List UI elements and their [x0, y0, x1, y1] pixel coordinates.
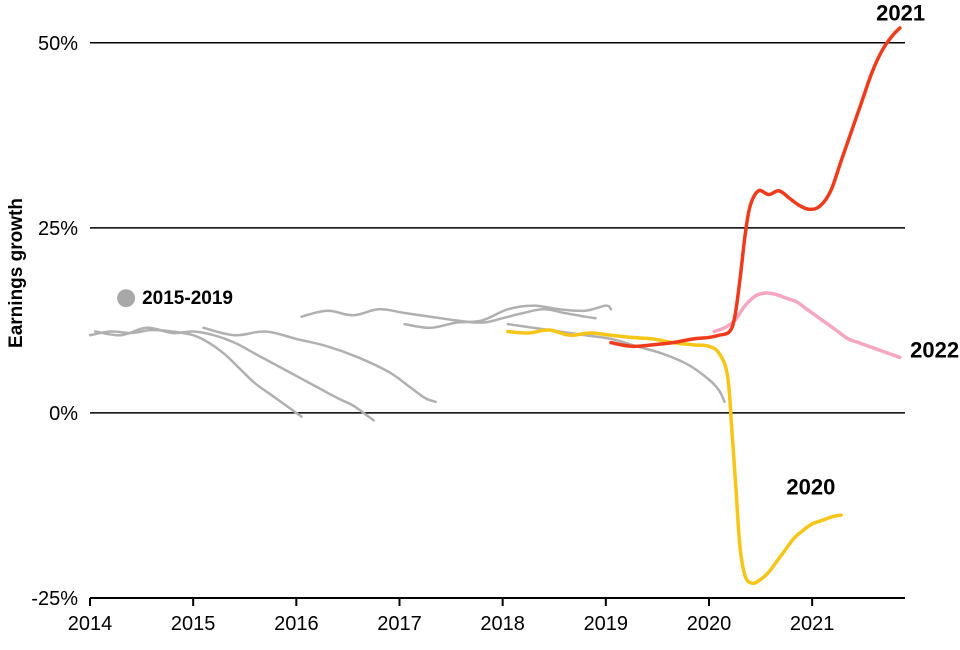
x-tick-label: 2014	[68, 613, 113, 635]
y-tick-label: 25%	[38, 218, 78, 240]
legend-label: 2015-2019	[142, 288, 233, 309]
chart-svg: 2014 2015 2016 2017 2018 2019 2020 2021 -25% 0% 25…	[0, 0, 960, 650]
x-tick-label: 2020	[687, 613, 732, 635]
series-label-2020: 2020	[786, 474, 835, 499]
y-tick-label: 50%	[38, 33, 78, 55]
y-tick-label: -25%	[31, 588, 78, 610]
series-label-2022: 2022	[910, 337, 959, 362]
x-tick-label: 2016	[274, 613, 319, 635]
x-tick-label: 2017	[377, 613, 422, 635]
x-tick-label: 2015	[171, 613, 216, 635]
legend-marker	[117, 289, 135, 307]
x-tick-label: 2019	[584, 613, 629, 635]
y-tick-label: 0%	[49, 403, 78, 425]
series-label-2021: 2021	[876, 1, 925, 26]
x-tick-label: 2018	[480, 613, 525, 635]
earnings-growth-chart: 2014 2015 2016 2017 2018 2019 2020 2021 -25% 0% 25…	[0, 0, 960, 650]
y-axis-title: Earnings growth	[6, 198, 27, 348]
x-tick-label: 2021	[790, 613, 835, 635]
